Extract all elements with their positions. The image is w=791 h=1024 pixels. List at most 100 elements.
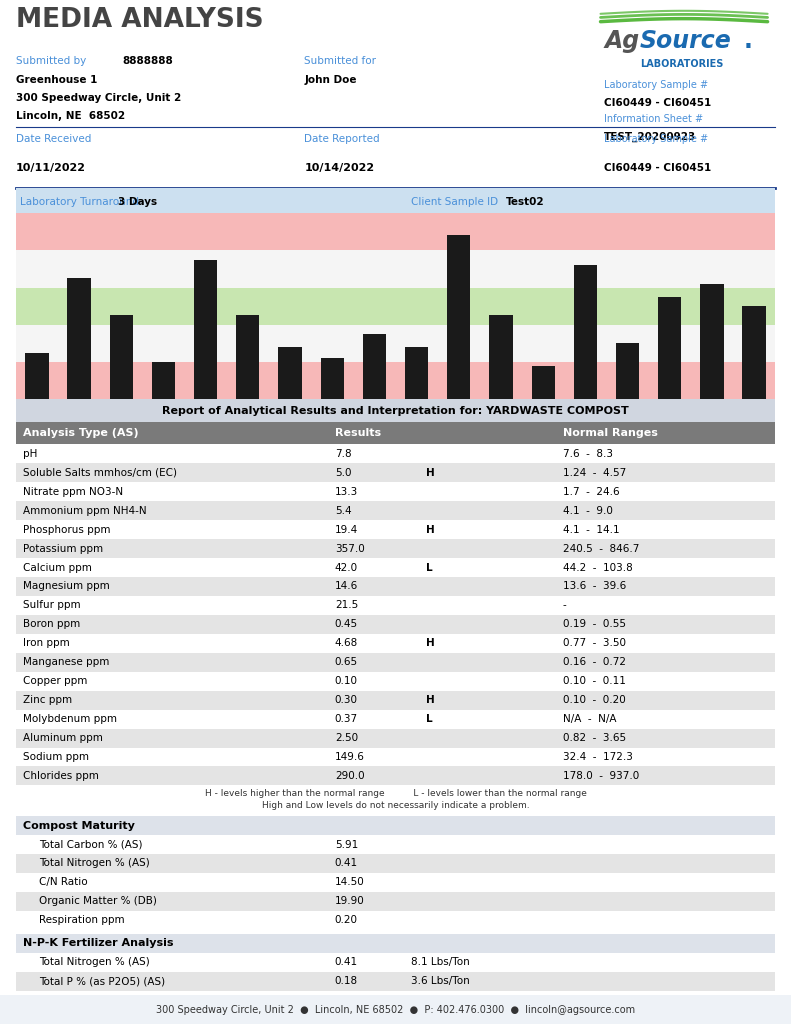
Text: Nitrate: Nitrate [94, 404, 121, 432]
FancyBboxPatch shape [16, 596, 775, 614]
Text: 19.90: 19.90 [335, 896, 365, 906]
Text: MEDIA ANALYSIS: MEDIA ANALYSIS [16, 7, 263, 33]
Text: 4.68: 4.68 [335, 638, 358, 648]
Text: Total Nitrogen % (AS): Total Nitrogen % (AS) [39, 858, 149, 868]
FancyBboxPatch shape [16, 816, 775, 836]
Bar [67, 279, 91, 399]
Text: 10/14/2022: 10/14/2022 [305, 163, 374, 173]
Text: Zinc ppm: Zinc ppm [24, 695, 73, 706]
Bar [237, 315, 259, 399]
FancyBboxPatch shape [16, 1010, 775, 1024]
Text: Respiration ppm: Respiration ppm [39, 915, 124, 926]
Text: 0.16  -  0.72: 0.16 - 0.72 [562, 657, 626, 668]
Bar [490, 315, 513, 399]
FancyBboxPatch shape [16, 444, 775, 463]
Text: Aluminum: Aluminum [633, 404, 670, 441]
Text: Phosphorus ppm: Phosphorus ppm [24, 524, 111, 535]
Text: Normal Ranges: Normal Ranges [562, 428, 657, 438]
Text: TEST_20200923: TEST_20200923 [604, 132, 697, 142]
FancyBboxPatch shape [16, 748, 775, 767]
Text: Laboratory Turnaround: Laboratory Turnaround [20, 197, 138, 207]
Text: N-P-K Fertilizer Analysis: N-P-K Fertilizer Analysis [24, 938, 174, 948]
FancyBboxPatch shape [16, 892, 775, 911]
Bar [16, 250, 775, 288]
Text: High and Low levels do not necessarily indicate a problem.: High and Low levels do not necessarily i… [262, 801, 529, 810]
Text: 5.91: 5.91 [335, 840, 358, 850]
Text: 0.10  -  0.20: 0.10 - 0.20 [562, 695, 626, 706]
FancyBboxPatch shape [16, 873, 775, 892]
Text: 0.10  -  0.11: 0.10 - 0.11 [562, 676, 626, 686]
Text: 21.5: 21.5 [335, 600, 358, 610]
Text: Greenhouse 1: Greenhouse 1 [16, 75, 97, 85]
Text: Total Carbon % (AS): Total Carbon % (AS) [39, 840, 142, 850]
FancyBboxPatch shape [16, 539, 775, 558]
Text: H: H [426, 695, 434, 706]
Bar [743, 306, 766, 399]
Text: Date Received: Date Received [16, 133, 91, 143]
Bar [16, 213, 775, 250]
FancyBboxPatch shape [16, 634, 775, 653]
Text: Source: Source [640, 29, 732, 53]
Text: 0.37: 0.37 [335, 714, 358, 724]
Text: N/A  -  N/A: N/A - N/A [562, 714, 616, 724]
Bar [363, 334, 386, 399]
Text: Chlorides: Chlorides [720, 404, 754, 439]
Text: -: - [562, 600, 566, 610]
Text: Chlorides ppm: Chlorides ppm [24, 771, 100, 781]
Text: Report of Analytical Results and Interpretation for: YARDWASTE COMPOST: Report of Analytical Results and Interpr… [162, 406, 629, 416]
FancyBboxPatch shape [16, 520, 775, 539]
Text: 0.41: 0.41 [335, 858, 358, 868]
Text: 290.0: 290.0 [335, 771, 365, 781]
Bar [16, 288, 775, 325]
Text: Phosphorus: Phosphorus [165, 404, 206, 446]
FancyBboxPatch shape [16, 934, 775, 953]
Text: L: L [426, 714, 433, 724]
Text: Laboratory Sample #: Laboratory Sample # [604, 80, 709, 90]
FancyBboxPatch shape [16, 691, 775, 710]
Text: 4.1  -  14.1: 4.1 - 14.1 [562, 524, 619, 535]
Text: Molybdenum ppm: Molybdenum ppm [24, 714, 117, 724]
Text: 0.19  -  0.55: 0.19 - 0.55 [562, 620, 626, 630]
FancyBboxPatch shape [16, 710, 775, 729]
Text: Aluminum ppm: Aluminum ppm [24, 733, 104, 743]
Text: Zinc: Zinc [566, 404, 585, 424]
Text: 19.4: 19.4 [335, 524, 358, 535]
Text: Laboratory Sample #: Laboratory Sample # [604, 133, 709, 143]
Bar [616, 343, 639, 399]
Text: 5.4: 5.4 [335, 506, 351, 516]
FancyBboxPatch shape [16, 854, 775, 873]
FancyBboxPatch shape [16, 501, 775, 520]
Text: CI60449 - CI60451: CI60449 - CI60451 [604, 98, 712, 108]
Text: 10/11/2022: 10/11/2022 [16, 163, 85, 173]
Bar [278, 347, 301, 399]
Bar [25, 352, 48, 399]
Text: pH: pH [24, 449, 38, 459]
Text: 0.65: 0.65 [335, 657, 358, 668]
Text: Organic Matter % (DB): Organic Matter % (DB) [39, 896, 157, 906]
Text: Copper ppm: Copper ppm [24, 676, 88, 686]
FancyBboxPatch shape [16, 399, 775, 422]
Text: C/N Ratio: C/N Ratio [39, 878, 87, 888]
Text: Calcium ppm: Calcium ppm [24, 562, 93, 572]
FancyBboxPatch shape [16, 672, 775, 691]
Text: Magnesium: Magnesium [291, 404, 332, 445]
Text: 14.6: 14.6 [335, 582, 358, 592]
Text: 3 Days: 3 Days [119, 197, 157, 207]
Text: 300 Speedway Circle, Unit 2  ●  Lincoln, NE 68502  ●  P: 402.476.0300  ●  lincol: 300 Speedway Circle, Unit 2 ● Lincoln, N… [156, 1005, 635, 1015]
Text: 42.0: 42.0 [335, 562, 358, 572]
FancyBboxPatch shape [16, 578, 775, 596]
Text: Molybdenum: Molybdenum [582, 404, 627, 450]
Text: 13.6  -  39.6: 13.6 - 39.6 [562, 582, 626, 592]
Text: Sodium ppm: Sodium ppm [24, 752, 89, 762]
Text: Iron ppm: Iron ppm [24, 638, 70, 648]
FancyBboxPatch shape [16, 558, 775, 578]
Text: L: L [426, 562, 433, 572]
Bar [16, 325, 775, 362]
Text: 7.6  -  8.3: 7.6 - 8.3 [562, 449, 612, 459]
Text: 48.81: 48.81 [335, 1014, 365, 1024]
Text: Ammonium: Ammonium [123, 404, 164, 445]
FancyBboxPatch shape [16, 767, 775, 785]
Text: 0.30: 0.30 [335, 695, 358, 706]
Text: H: H [426, 524, 434, 535]
Text: John Doe: John Doe [305, 75, 357, 85]
